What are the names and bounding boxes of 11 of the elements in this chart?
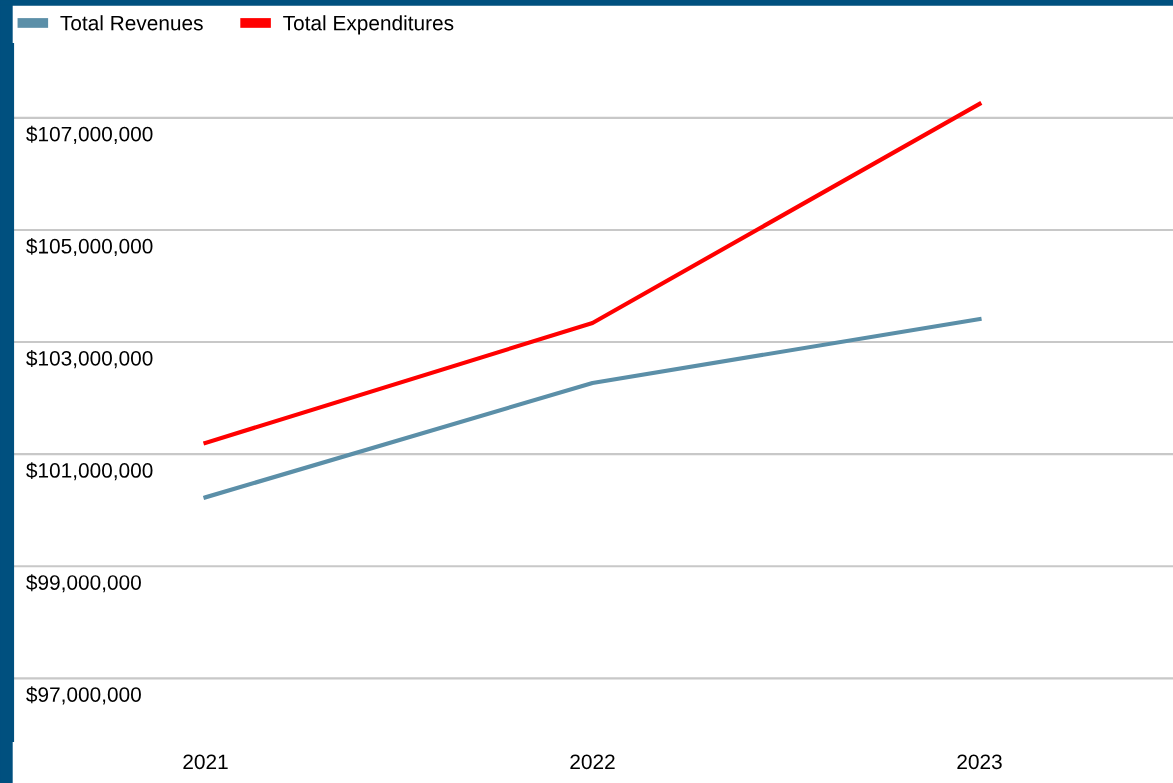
y-tick-label: $105,000,000 <box>26 237 153 257</box>
y-tick-label: $107,000,000 <box>26 125 153 144</box>
legend-label: Total Expenditures <box>283 15 454 35</box>
x-tick-label: 2022 <box>570 754 615 770</box>
x-tick-label: 2021 <box>183 754 228 770</box>
x-tick-label: 2023 <box>957 754 1002 770</box>
y-tick-label: $103,000,000 <box>26 350 153 369</box>
legend-label: Total Revenues <box>60 15 203 31</box>
y-tick-label: $101,000,000 <box>26 462 153 481</box>
y-tick-label: $97,000,000 <box>26 686 141 705</box>
y-tick-label: $99,000,000 <box>26 574 141 593</box>
